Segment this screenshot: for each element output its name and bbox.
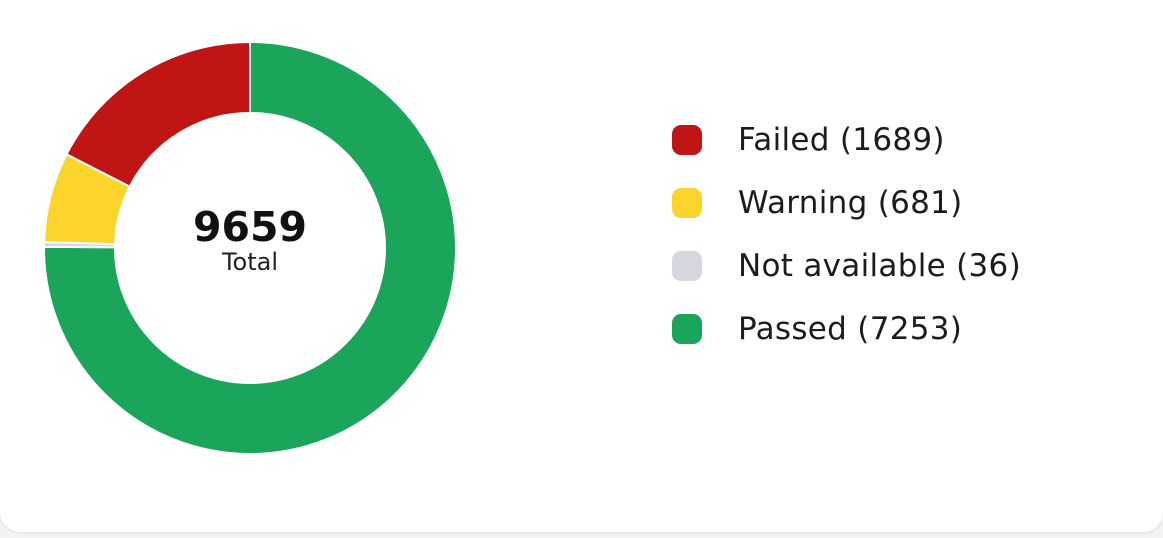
legend-item-failed[interactable]: Failed (1689) (672, 108, 1021, 171)
legend-swatch-failed (672, 124, 702, 155)
legend-label-passed: Passed (7253) (738, 310, 963, 347)
legend-item-passed[interactable]: Passed (7253) (672, 297, 1021, 360)
legend-label-not-available: Not available (36) (738, 247, 1021, 284)
slice-passed[interactable] (43, 40, 457, 455)
legend-item-not-available[interactable]: Not available (36) (672, 234, 1021, 297)
legend-item-warning[interactable]: Warning (681) (672, 171, 1021, 234)
legend-label-failed: Failed (1689) (738, 121, 945, 158)
total-label: Total (221, 248, 279, 276)
legend-swatch-not-available (672, 250, 702, 281)
donut-chart (42, 40, 457, 455)
legend-swatch-passed (672, 313, 702, 344)
total-count: 9659 (192, 203, 308, 251)
legend-label-warning: Warning (681) (738, 184, 963, 221)
chart-legend: Failed (1689) Warning (681) Not available … (672, 108, 1021, 360)
slice-failed[interactable] (65, 40, 251, 188)
legend-swatch-warning (672, 187, 702, 218)
